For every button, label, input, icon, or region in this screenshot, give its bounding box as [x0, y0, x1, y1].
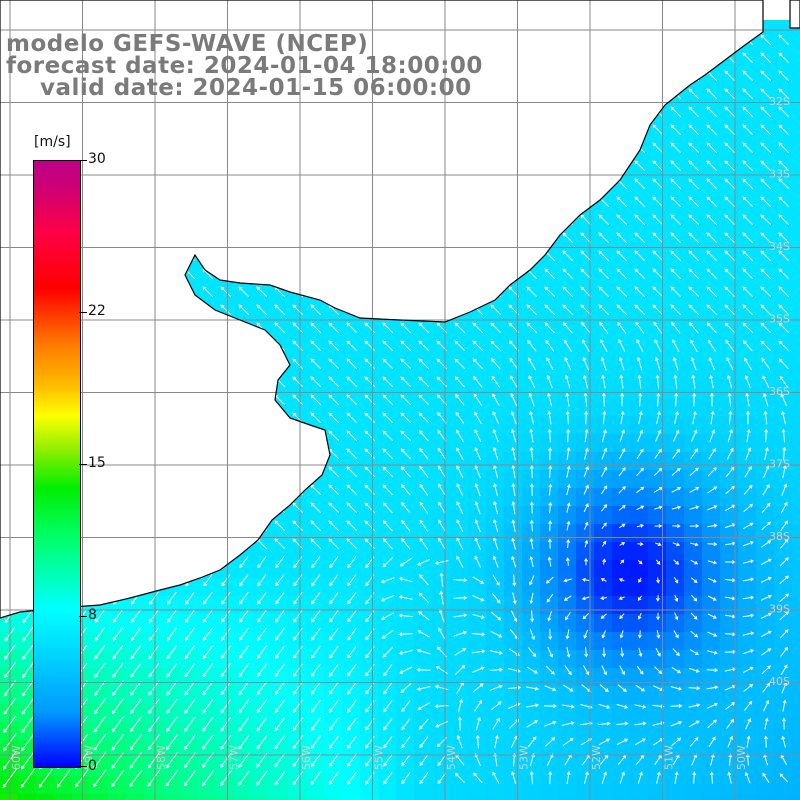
- latitude-label: 39S: [769, 603, 790, 616]
- longitude-label: 50W: [735, 745, 748, 770]
- longitude-label: 60W: [10, 745, 23, 770]
- model-title: modelo GEFS-WAVE (NCEP): [6, 31, 369, 57]
- latitude-label: 33S: [769, 168, 790, 181]
- latitude-label: 40S: [769, 675, 790, 688]
- colorbar-tick-22: 22: [88, 303, 106, 319]
- latitude-label: 35S: [769, 313, 790, 326]
- longitude-label: 58W: [155, 745, 168, 770]
- longitude-label: 52W: [590, 745, 603, 770]
- longitude-label: 57W: [228, 745, 241, 770]
- forecast-date: forecast date: 2024-01-04 18:00:00: [6, 53, 483, 79]
- longitude-label: 51W: [663, 745, 676, 770]
- latitude-label: 37S: [769, 458, 790, 471]
- latitude-labels: 32S 33S 34S 35S 36S 37S 38S 39S 40S: [769, 95, 790, 688]
- latitude-label: 32S: [769, 95, 790, 108]
- latitude-label: 36S: [769, 385, 790, 398]
- colorbar-tick-mark: [79, 766, 87, 767]
- colorbar-tick-mark: [79, 160, 87, 161]
- latitude-label: 38S: [769, 530, 790, 543]
- colorbar-tick-8: 8: [88, 607, 97, 623]
- colorbar: [33, 160, 81, 768]
- longitude-label: 54W: [445, 745, 458, 770]
- longitude-label: 53W: [518, 745, 531, 770]
- valid-date: valid date: 2024-01-15 06:00:00: [40, 75, 472, 101]
- longitude-labels: 60W 59W 58W 57W 56W 55W 54W 53W 52W 51W 50W: [10, 745, 748, 770]
- colorbar-tick-mark: [79, 312, 87, 313]
- longitude-label: 55W: [373, 745, 386, 770]
- colorbar-tick-15: 15: [88, 455, 106, 471]
- colorbar-unit: [m/s]: [34, 134, 71, 150]
- colorbar-tick-mark: [79, 616, 87, 617]
- colorbar-tick-30: 30: [88, 151, 106, 167]
- longitude-label: 56W: [300, 745, 313, 770]
- coastline: [0, 0, 800, 619]
- colorbar-tick-0: 0: [88, 758, 97, 774]
- longitude-label: 59W: [83, 745, 96, 770]
- latitude-label: 34S: [769, 240, 790, 253]
- colorbar-tick-mark: [79, 464, 87, 465]
